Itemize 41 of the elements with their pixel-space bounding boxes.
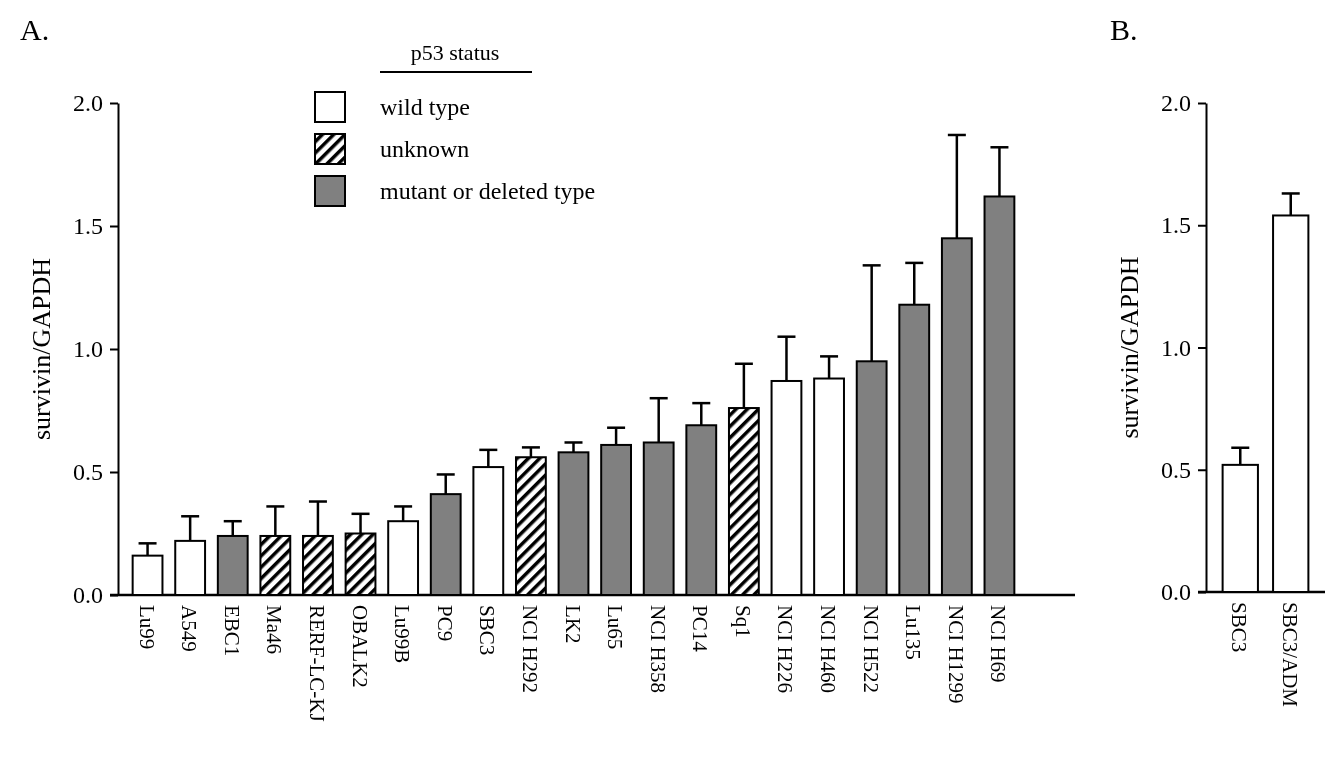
- x-tick-label: LK2: [560, 605, 585, 644]
- x-tick-label: Ma46: [262, 605, 287, 654]
- y-tick-label: 1.5: [73, 213, 103, 240]
- chart-title: B.: [1110, 13, 1138, 46]
- x-tick-label: SBC3: [1227, 602, 1252, 653]
- y-tick-label: 0.5: [1161, 456, 1191, 483]
- x-tick-label: NCI H358: [645, 605, 670, 694]
- y-axis-title: survivin/GAPDH: [1115, 256, 1144, 439]
- legend-label: mutant or deleted type: [380, 178, 596, 204]
- x-tick-label: Sq1: [730, 605, 755, 638]
- y-tick-label: 1.5: [1161, 212, 1191, 239]
- y-tick-label: 0.0: [1161, 579, 1191, 606]
- y-axis-title: survivin/GAPDH: [27, 257, 56, 441]
- legend-label: unknown: [380, 136, 470, 162]
- x-tick-label: Lu135: [901, 605, 926, 660]
- y-tick-label: 2.0: [1161, 90, 1191, 117]
- x-tick-label: Lu99B: [390, 605, 415, 664]
- x-tick-label: Lu99: [134, 605, 159, 650]
- x-tick-label: NCI H226: [773, 605, 798, 694]
- legend-label: wild type: [380, 94, 470, 120]
- x-tick-label: PC9: [432, 605, 457, 642]
- x-tick-label: NCI H69: [986, 605, 1011, 683]
- x-tick-label: NCI H522: [858, 605, 883, 694]
- x-tick-label: NCI H292: [517, 605, 542, 694]
- y-tick-label: 2.0: [73, 90, 103, 117]
- x-tick-label: RERF-LC-KJ: [304, 605, 329, 722]
- x-tick-label: NCI H1299: [943, 605, 968, 704]
- x-tick-label: SBC3/ADM: [1277, 602, 1302, 708]
- y-tick-label: 1.0: [1161, 334, 1191, 361]
- y-tick-label: 1.0: [73, 336, 103, 363]
- y-tick-label: 0.0: [73, 582, 103, 609]
- x-tick-label: PC14: [688, 605, 713, 653]
- x-tick-label: Lu65: [603, 605, 628, 650]
- x-tick-label: EBC1: [219, 605, 244, 657]
- x-tick-label: NCI H460: [816, 605, 841, 694]
- chart-title: A.: [20, 13, 50, 46]
- y-tick-label: 0.5: [73, 459, 103, 486]
- x-tick-label: SBC3: [475, 605, 500, 656]
- legend-title: p53 status: [410, 40, 500, 65]
- x-tick-label: OBALK2: [347, 605, 372, 688]
- x-tick-label: A549: [177, 605, 202, 652]
